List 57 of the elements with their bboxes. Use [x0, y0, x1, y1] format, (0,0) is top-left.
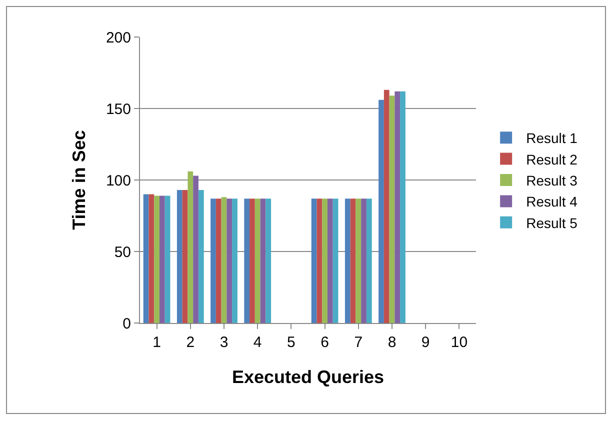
bar: [226, 198, 232, 323]
bar: [394, 91, 400, 323]
bar: [361, 198, 366, 323]
x-tick-label: 8: [388, 334, 396, 351]
bar: [322, 198, 328, 323]
x-tick-label: 4: [253, 334, 262, 351]
x-tick-label: 6: [320, 334, 329, 351]
bar: [221, 197, 227, 323]
bar: [216, 198, 222, 323]
y-axis-title: Time in Sec: [69, 130, 90, 230]
bar: [266, 198, 272, 323]
x-tick-label: 3: [220, 334, 228, 351]
legend-label: Result 1: [526, 130, 578, 146]
bar: [244, 198, 250, 323]
bar: [254, 198, 260, 323]
bar: [378, 100, 384, 323]
bar: [159, 196, 165, 323]
bar: [210, 198, 216, 323]
bar: [356, 198, 362, 323]
bar: [250, 198, 255, 323]
y-tick-label: 0: [122, 315, 131, 332]
x-tick-label: 2: [186, 334, 195, 351]
bar: [193, 176, 198, 323]
bar: [143, 194, 149, 323]
bar: [232, 198, 238, 323]
bar: [389, 96, 395, 323]
x-axis-title: Executed Queries: [232, 367, 384, 388]
bar: [154, 196, 160, 323]
bar: [148, 194, 154, 323]
bar: [332, 198, 338, 323]
bar: [311, 198, 317, 323]
bar: [350, 198, 356, 323]
bar: [344, 198, 350, 323]
legend-label: Result 5: [526, 214, 578, 231]
bar: [400, 91, 406, 323]
bar: [198, 190, 204, 323]
x-tick-label: 7: [354, 334, 363, 351]
y-tick-label: 200: [106, 29, 131, 46]
bar: [188, 171, 194, 323]
x-tick-label: 9: [421, 334, 430, 351]
bar: [176, 190, 182, 323]
bar: [260, 198, 266, 323]
y-tick-label: 150: [106, 100, 131, 118]
bar: [316, 198, 322, 323]
legend-label: Result 4: [526, 194, 578, 210]
bar: [327, 198, 333, 323]
x-tick-label: 1: [152, 334, 161, 351]
x-tick-label: 5: [287, 334, 296, 351]
legend-label: Result 3: [526, 172, 578, 188]
bar: [384, 90, 390, 323]
bar: [164, 196, 170, 323]
y-tick-label: 50: [114, 244, 131, 261]
bar: [366, 198, 372, 323]
bar: [182, 190, 188, 323]
x-tick-label: 10: [450, 334, 468, 351]
legend-label: Result 2: [526, 151, 578, 168]
y-tick-label: 100: [106, 172, 131, 190]
